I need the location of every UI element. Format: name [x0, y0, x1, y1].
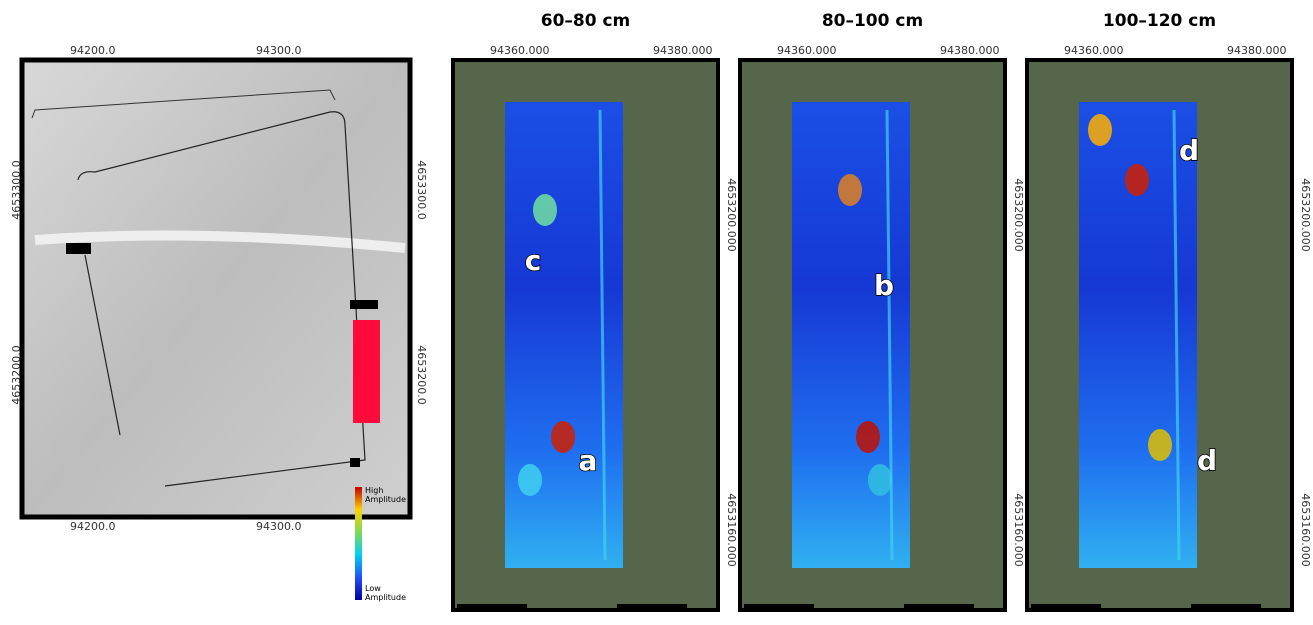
marker [350, 300, 378, 309]
colorbar [355, 487, 362, 600]
y-tick-label: 4653300.0 [10, 160, 23, 220]
x-tick-label: 94360.000 [1064, 44, 1124, 57]
y-tick-label: 4653200.0 [415, 345, 428, 405]
panel-title: 60–80 cm [541, 11, 631, 31]
feature-label: c [525, 244, 542, 277]
y-tick-label: 4653300.0 [415, 160, 428, 220]
feature-label: b [874, 269, 894, 302]
frame-tick [1031, 604, 1101, 608]
anomaly [551, 421, 575, 453]
linear-anomaly [598, 109, 607, 561]
legend-high: High Amplitude [365, 486, 406, 504]
y-tick-label: 4653160.000 [725, 493, 738, 566]
frame-tick [904, 604, 974, 608]
frame-tick [617, 58, 687, 62]
x-tick-label: 94380.000 [653, 44, 713, 57]
survey-area [353, 320, 380, 423]
field-line [84, 254, 121, 436]
legend-high-text: High Amplitude [365, 486, 406, 504]
y-tick-label: 4653160.000 [1299, 493, 1312, 566]
survey-outline [77, 111, 366, 487]
feature-label: d [1197, 444, 1217, 477]
linear-anomaly [885, 109, 894, 561]
y-tick-label: 4653200.000 [1012, 178, 1025, 251]
panel-title: 80–100 cm [822, 11, 923, 31]
x-tick-label: 94300.0 [256, 44, 302, 57]
hillshade-map [19, 57, 413, 520]
frame-tick [617, 604, 687, 608]
y-tick-label: 4653200.000 [1299, 178, 1312, 251]
anomaly [1125, 164, 1149, 196]
anomaly [1148, 429, 1172, 461]
x-tick-label: 94300.0 [256, 520, 302, 533]
x-tick-label: 94380.000 [1227, 44, 1287, 57]
frame-tick [1031, 58, 1101, 62]
legend-low: Low Amplitude [365, 584, 406, 602]
anomaly [856, 421, 880, 453]
anomaly [533, 194, 557, 226]
legend-low-text: Low Amplitude [365, 584, 406, 602]
x-tick-label: 94200.0 [70, 520, 116, 533]
x-tick-label: 94380.000 [940, 44, 1000, 57]
y-tick-label: 4653200.000 [725, 178, 738, 251]
y-tick-label: 4653200.0 [10, 345, 23, 405]
feature-label: a [579, 444, 598, 477]
frame-tick [744, 604, 814, 608]
anomaly [838, 174, 862, 206]
frame-tick [457, 604, 527, 608]
panel-title: 100–120 cm [1103, 11, 1216, 31]
y-tick-label: 4653160.000 [1012, 493, 1025, 566]
anomaly [1088, 114, 1112, 146]
linear-anomaly [1172, 109, 1181, 561]
road [34, 230, 406, 253]
frame-tick [457, 58, 527, 62]
feature-label: d [1179, 134, 1199, 167]
anomaly [868, 464, 892, 496]
field-line [31, 89, 336, 119]
marker [66, 243, 91, 254]
x-tick-label: 94360.000 [777, 44, 837, 57]
frame-tick [1191, 58, 1261, 62]
frame-tick [744, 58, 814, 62]
frame-tick [904, 58, 974, 62]
x-tick-label: 94360.000 [490, 44, 550, 57]
frame-tick [1191, 604, 1261, 608]
marker [350, 458, 360, 467]
anomaly [518, 464, 542, 496]
x-tick-label: 94200.0 [70, 44, 116, 57]
